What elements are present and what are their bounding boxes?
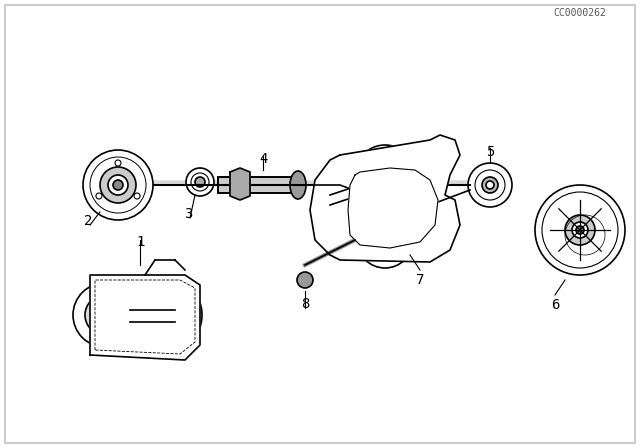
Circle shape (96, 193, 102, 199)
Polygon shape (310, 135, 460, 262)
Ellipse shape (367, 175, 403, 225)
Text: 4: 4 (259, 152, 267, 166)
Text: 1: 1 (136, 235, 144, 249)
Circle shape (108, 175, 128, 195)
Circle shape (195, 177, 205, 187)
Circle shape (468, 163, 512, 207)
Text: 5: 5 (486, 145, 494, 159)
Circle shape (565, 215, 595, 245)
Circle shape (297, 272, 313, 288)
Ellipse shape (290, 171, 306, 199)
Circle shape (572, 222, 588, 238)
Circle shape (134, 193, 140, 199)
Ellipse shape (345, 145, 425, 255)
Circle shape (95, 305, 115, 325)
Bar (218, 177, 298, 193)
Circle shape (115, 160, 121, 166)
Text: 2: 2 (84, 214, 92, 228)
Ellipse shape (184, 303, 196, 327)
Circle shape (85, 295, 125, 335)
Text: 7: 7 (416, 273, 424, 287)
Polygon shape (90, 275, 200, 360)
Circle shape (73, 283, 137, 347)
Ellipse shape (178, 293, 202, 337)
Bar (218, 177, 298, 193)
Text: CC0000262: CC0000262 (554, 8, 607, 18)
Text: 6: 6 (551, 298, 559, 312)
Circle shape (100, 310, 110, 320)
Circle shape (486, 181, 494, 189)
Circle shape (576, 226, 584, 234)
Text: 8: 8 (301, 297, 309, 311)
Polygon shape (348, 168, 438, 248)
Circle shape (113, 180, 123, 190)
Circle shape (535, 185, 625, 275)
Ellipse shape (375, 186, 395, 214)
Circle shape (100, 167, 136, 203)
Circle shape (186, 168, 214, 196)
Circle shape (83, 150, 153, 220)
Circle shape (482, 177, 498, 193)
Text: 3: 3 (184, 207, 192, 221)
Circle shape (357, 212, 413, 268)
Polygon shape (230, 168, 250, 200)
